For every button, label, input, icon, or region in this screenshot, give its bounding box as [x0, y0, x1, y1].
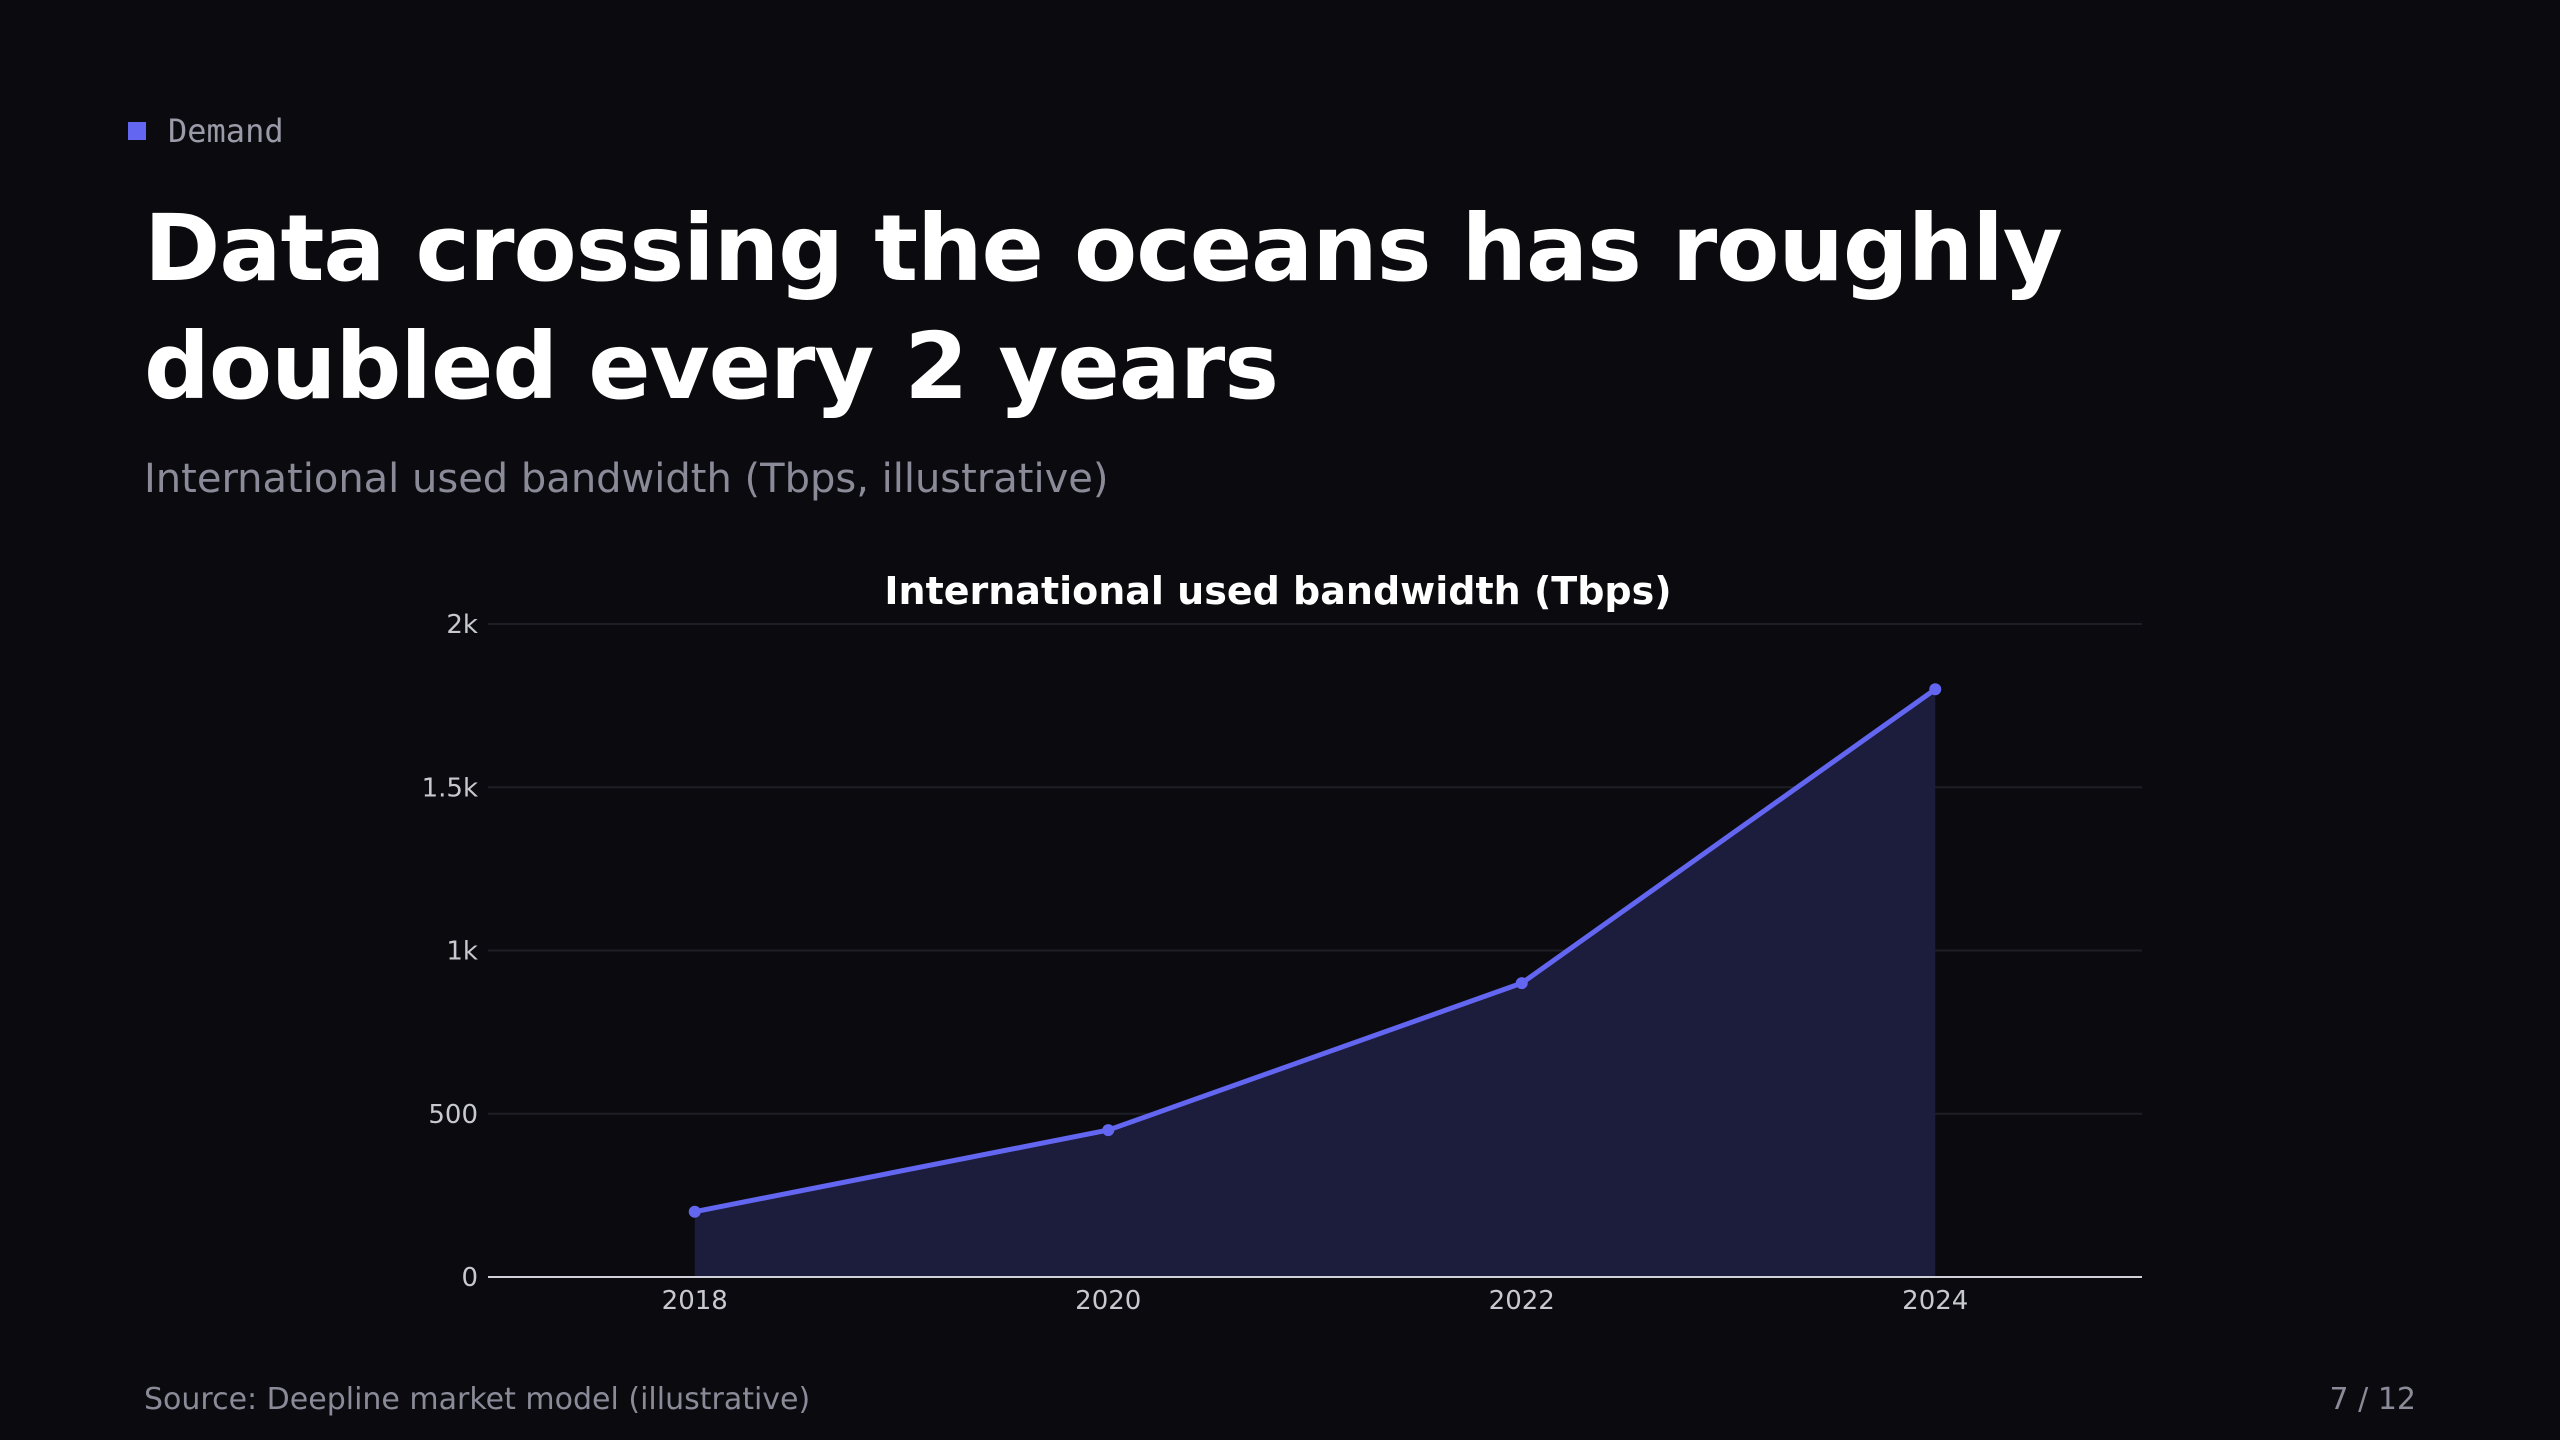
data-point — [1929, 683, 1942, 696]
tick-labels: 0 500 1k 1.5k 2k 2018 2020 2022 2024 — [422, 610, 1969, 1316]
series-area — [694, 689, 1936, 1277]
y-tick-label: 1k — [446, 937, 478, 967]
data-points — [688, 683, 1942, 1218]
kicker-square-icon — [128, 122, 146, 140]
page-subtitle: International used bandwidth (Tbps, illu… — [144, 456, 1109, 502]
x-tick-label: 2022 — [1489, 1286, 1555, 1316]
page-title: Data crossing the oceans has roughly dou… — [144, 195, 2063, 420]
y-tick-label: 2k — [446, 610, 478, 640]
area-layer — [694, 687, 1937, 1277]
data-point — [1515, 977, 1528, 990]
kicker-label: Demand — [168, 112, 284, 150]
data-point — [1102, 1124, 1115, 1137]
x-tick-label: 2024 — [1902, 1286, 1968, 1316]
source-note: Source: Deepline market model (illustrat… — [144, 1382, 811, 1417]
y-tick-label: 1.5k — [422, 773, 478, 803]
page-number: 7 / 12 — [2329, 1382, 2416, 1417]
section-kicker: Demand — [128, 112, 284, 150]
y-tick-label: 500 — [428, 1100, 478, 1130]
x-tick-label: 2020 — [1075, 1286, 1141, 1316]
y-tick-label: 0 — [461, 1263, 478, 1293]
series-line — [694, 687, 1937, 1215]
x-tick-label: 2018 — [662, 1286, 728, 1316]
data-point — [688, 1205, 701, 1218]
chart-title: International used bandwidth (Tbps) — [884, 569, 1671, 613]
